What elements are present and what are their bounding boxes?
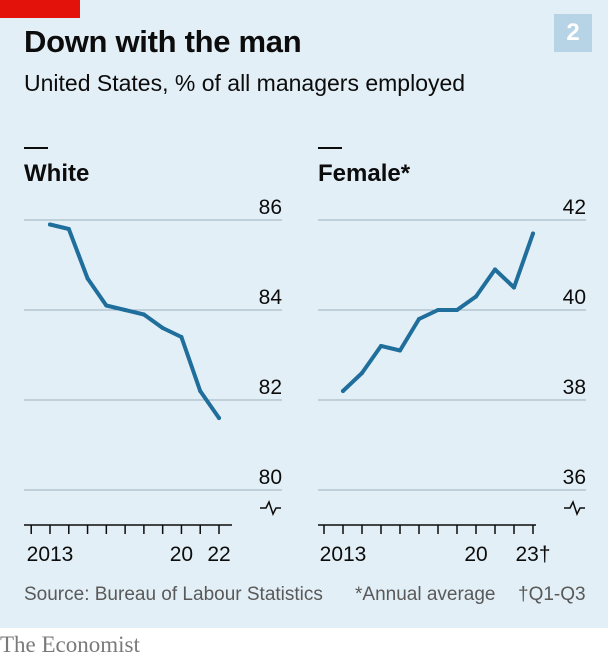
brand-wordmark: The Economist bbox=[0, 632, 140, 657]
x-tick-label: 20 bbox=[170, 543, 193, 566]
x-tick-label: 2013 bbox=[27, 543, 74, 566]
axis-break-marker bbox=[260, 500, 281, 516]
data-point bbox=[512, 285, 516, 290]
quarter-note: †Q1-Q3 bbox=[518, 584, 586, 605]
data-point bbox=[179, 335, 184, 339]
series-line bbox=[48, 222, 221, 420]
y-tick-label: 38 bbox=[563, 376, 586, 399]
y-tick-label: 36 bbox=[563, 466, 586, 489]
chart-number-badge: 2 bbox=[554, 14, 592, 52]
y-tick-label: 82 bbox=[259, 376, 282, 399]
chart-card: Down with the man United States, % of al… bbox=[0, 0, 608, 628]
data-point bbox=[341, 389, 345, 393]
data-point bbox=[379, 344, 383, 348]
y-tick-label: 80 bbox=[259, 466, 282, 489]
brand-red-tag bbox=[0, 0, 80, 18]
panel-title: Female* bbox=[318, 160, 411, 187]
charts-svg: White 80 82 84 86 2013 20 22 Female* 36 38 40 42 2013… bbox=[24, 147, 586, 566]
data-point bbox=[493, 267, 497, 272]
data-point bbox=[360, 371, 364, 375]
x-tick-label: 2013 bbox=[320, 543, 367, 566]
annual-average-note: *Annual average bbox=[355, 584, 496, 605]
x-tick-label: 23† bbox=[515, 543, 550, 566]
data-point bbox=[398, 348, 402, 353]
data-point bbox=[160, 326, 165, 330]
data-point bbox=[474, 294, 478, 299]
data-point bbox=[85, 276, 90, 281]
data-point bbox=[455, 308, 459, 312]
x-tick-label: 22 bbox=[207, 543, 230, 566]
data-point bbox=[66, 227, 71, 231]
axis-break-marker bbox=[564, 500, 585, 516]
chart-subtitle: United States, % of all managers employe… bbox=[24, 70, 466, 96]
data-point bbox=[104, 303, 109, 308]
data-point bbox=[198, 389, 203, 393]
data-point bbox=[48, 222, 52, 227]
y-tick-label: 42 bbox=[563, 196, 586, 219]
y-tick-label: 84 bbox=[259, 286, 283, 309]
source-note: Source: Bureau of Labour Statistics bbox=[24, 584, 323, 605]
data-point bbox=[217, 416, 221, 420]
data-point bbox=[141, 312, 146, 317]
y-tick-label: 86 bbox=[259, 196, 282, 219]
data-point bbox=[123, 308, 128, 312]
chart-title: Down with the man bbox=[24, 24, 302, 59]
x-tick-label: 20 bbox=[464, 543, 487, 566]
series-line bbox=[341, 231, 535, 393]
y-tick-label: 40 bbox=[563, 286, 586, 309]
data-point bbox=[417, 317, 421, 321]
data-point bbox=[436, 308, 440, 312]
data-point bbox=[531, 231, 535, 236]
panel-title: White bbox=[24, 160, 89, 187]
